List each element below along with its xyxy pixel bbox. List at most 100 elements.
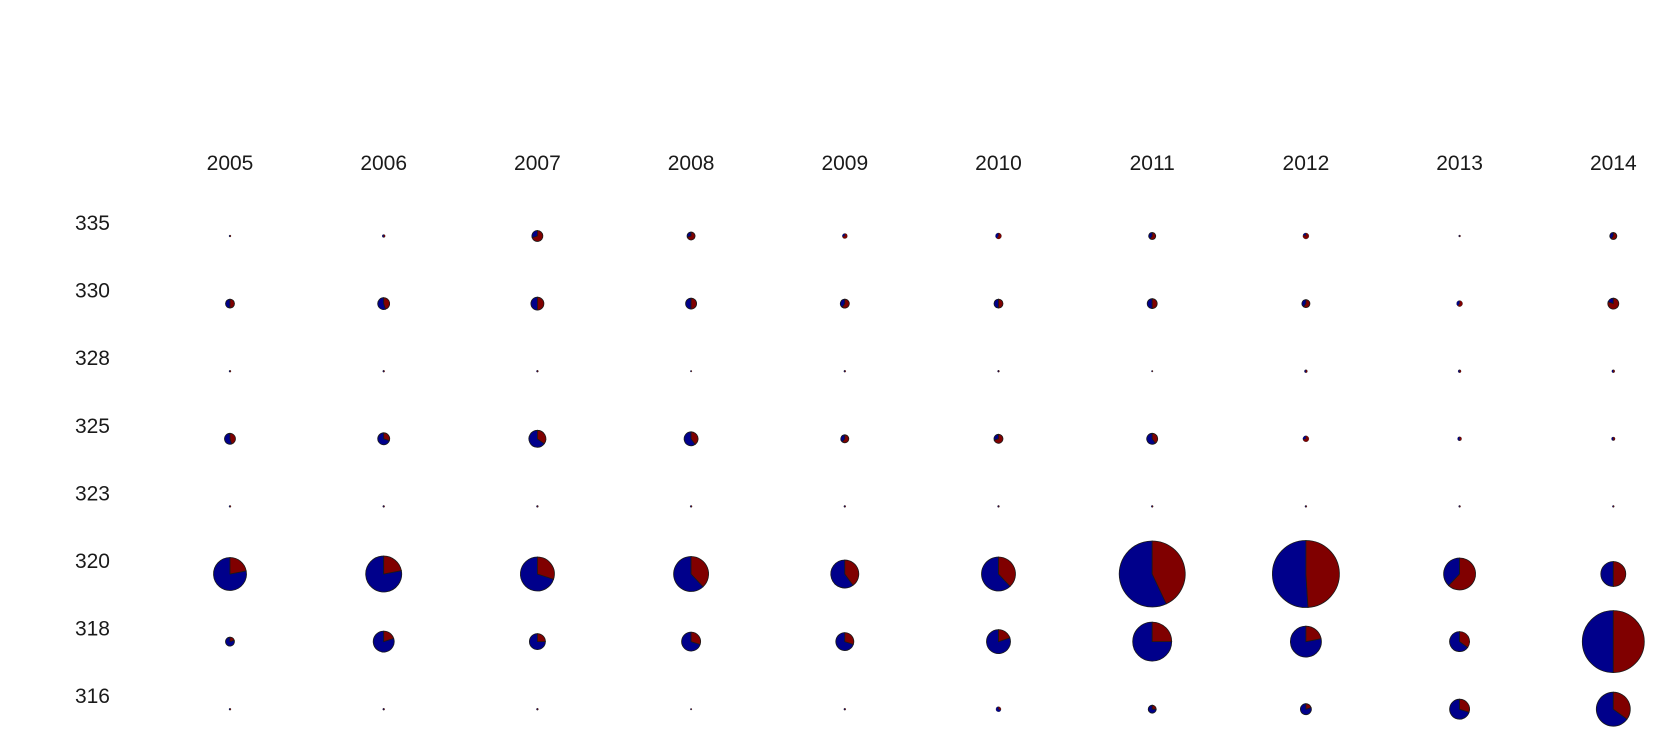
pie-2013-325: [1457, 436, 1462, 441]
pie-2008-320: [673, 556, 709, 592]
pie-slice-red: [229, 557, 247, 575]
pie-slice-red: [383, 432, 391, 442]
pie-slice-red: [841, 298, 850, 309]
pie-slice-red: [690, 708, 693, 711]
pie-2005-325: [224, 432, 236, 445]
pie-2014-320: [1600, 561, 1627, 587]
pie-2010-330: [993, 298, 1004, 309]
pie-2009-318: [835, 632, 855, 651]
pie-slice-blue: [981, 556, 1011, 592]
pie-slice-blue: [1457, 436, 1460, 441]
pie-slice-blue: [1611, 436, 1614, 441]
pie-2011-330: [1146, 298, 1158, 310]
pie-slice-red: [1613, 369, 1615, 373]
pie-2014-316: [1595, 691, 1631, 727]
pie-2014-323: [1612, 505, 1615, 508]
pie-grid: [213, 230, 1645, 727]
pie-2013-330: [1456, 300, 1463, 307]
pie-slice-blue: [1146, 298, 1153, 310]
pie-2013-316: [1449, 698, 1470, 720]
row-label: 330: [75, 280, 110, 303]
pie-2008-328: [690, 370, 693, 373]
pie-2014-325: [1611, 436, 1616, 441]
pie-slice-blue: [1290, 625, 1322, 658]
pie-slice-red: [1459, 436, 1462, 441]
pie-2012-318: [1290, 625, 1322, 658]
pie-slice-red: [998, 370, 1000, 373]
pie-slice-red: [537, 633, 546, 642]
pie-slice-blue: [1272, 540, 1309, 608]
pie-slice-blue: [228, 370, 231, 373]
pie-2010-320: [981, 556, 1016, 592]
pie-2010-335: [995, 232, 1002, 240]
pie-slice-blue: [1304, 369, 1307, 373]
pie-slice-blue: [1611, 369, 1614, 373]
pie-slice-red: [690, 431, 699, 446]
pie-slice-red: [1612, 691, 1631, 720]
pie-slice-red: [1151, 298, 1158, 310]
pie-slice-blue: [530, 296, 538, 311]
pie-slice-red: [1612, 610, 1645, 674]
pie-slice-red: [690, 631, 701, 646]
pie-slice-red: [1305, 625, 1322, 643]
pie-slice-red: [383, 630, 395, 643]
pie-2006-320: [365, 555, 403, 593]
pie-2009-323: [843, 505, 846, 508]
pie-2007-328: [536, 370, 539, 373]
pie-slice-red: [690, 370, 693, 373]
pie-slice-red: [229, 432, 236, 445]
pie-slice-red: [690, 297, 697, 310]
pie-slice-red: [537, 429, 547, 445]
pie-2014-328: [1611, 369, 1615, 373]
pie-slice-blue: [685, 297, 692, 310]
pie-slice-red: [993, 433, 1004, 444]
pie-slice-red: [998, 298, 1004, 309]
pie-2014-335: [1609, 232, 1618, 240]
pie-2011-316: [1147, 704, 1157, 714]
pie-slice-red: [537, 556, 555, 580]
pie-slice-blue: [1443, 557, 1460, 587]
pie-slice-red: [229, 505, 232, 508]
pie-slice-red: [998, 706, 1002, 711]
pie-slice-red: [1151, 621, 1173, 642]
pie-slice-blue: [228, 505, 231, 508]
pie-2005-328: [228, 370, 232, 373]
pie-2011-323: [1151, 505, 1154, 508]
pie-slice-blue: [1600, 561, 1614, 587]
pie-2012-335: [1302, 232, 1309, 240]
pie-slice-red: [690, 505, 693, 508]
pie-2014-318: [1581, 610, 1645, 674]
pie-slice-blue: [529, 633, 546, 650]
pie-2006-328: [382, 370, 385, 373]
pie-2010-328: [997, 370, 1000, 373]
pie-2007-323: [536, 505, 539, 508]
row-label: 328: [75, 347, 110, 370]
pie-2009-316: [843, 708, 846, 711]
pie-2013-328: [1458, 369, 1462, 373]
pie-slice-red: [1459, 234, 1461, 238]
pie-slice-blue: [993, 298, 999, 309]
pie-slice-blue: [382, 370, 384, 373]
pie-slice-red: [1610, 232, 1618, 240]
pie-slice-red: [998, 505, 1000, 508]
pie-slice-red: [229, 234, 232, 238]
pie-slice-red: [229, 370, 232, 373]
pie-2006-330: [377, 297, 391, 310]
pie-2005-330: [225, 298, 235, 309]
pie-slice-blue: [1146, 432, 1156, 445]
pie-slice-red: [1305, 369, 1308, 373]
pie-slice-blue: [382, 505, 384, 508]
row-label: 335: [75, 212, 110, 235]
row-label: 320: [75, 550, 110, 573]
pie-slice-red: [1457, 300, 1463, 307]
pie-slice-red: [531, 230, 544, 242]
pie-2005-320: [213, 557, 247, 591]
pie-slice-blue: [1595, 691, 1628, 727]
pie-slice-red: [1149, 232, 1157, 240]
pie-slice-red: [383, 505, 385, 508]
pie-2013-320: [1443, 557, 1476, 591]
pie-2007-325: [528, 429, 547, 448]
pie-2010-316: [995, 706, 1002, 712]
pie-slice-blue: [1458, 369, 1460, 373]
pie-slice-blue: [225, 298, 231, 309]
